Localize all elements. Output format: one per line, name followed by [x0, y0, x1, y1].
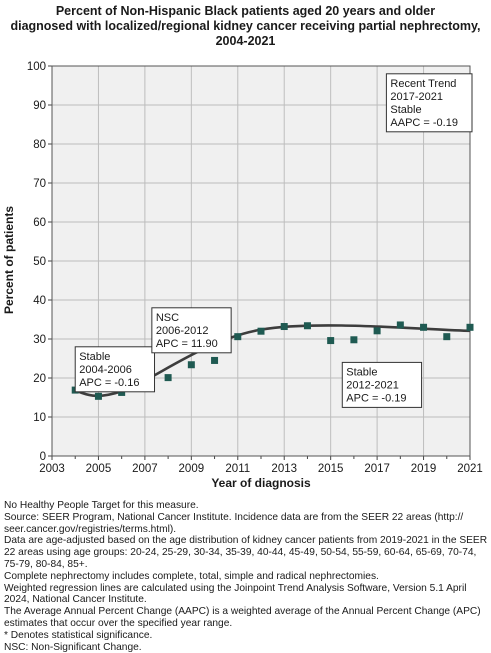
footnotes: No Healthy People Target for this measur… [4, 500, 490, 653]
y-tick-label: 10 [33, 412, 46, 424]
data-point[interactable] [280, 323, 288, 331]
data-point[interactable] [420, 323, 428, 331]
annotation-box [74, 346, 156, 393]
x-tick-label: 2005 [86, 463, 112, 475]
chart-area: 0 10 20 30 40 50 60 70 80 90 100 2003 2005 2007 2009 20… [2, 61, 483, 490]
x-tick-label: 2015 [318, 463, 344, 475]
data-point[interactable] [327, 337, 335, 345]
annotation-box [341, 361, 423, 408]
footnote-line: Source: SEER Program, National Cancer In… [4, 511, 464, 523]
annotation-text: 2017-2021 [390, 91, 443, 103]
chart-title: Percent of Non-Hispanic Black patients a… [10, 4, 481, 48]
footnote-line: 75-79, 80-84, 85+. [4, 558, 88, 570]
footnote-line: seer.cancer.gov/registries/terms.html). [4, 523, 177, 535]
data-point[interactable] [373, 327, 381, 335]
data-point[interactable] [350, 336, 358, 344]
annotation-text: 2012-2021 [346, 379, 399, 391]
x-tick-label: 2007 [132, 463, 158, 475]
footnote-line: Weighted regression lines are calculated… [4, 582, 467, 594]
y-tick-label: 40 [33, 295, 46, 307]
x-tick-label: 2009 [179, 463, 205, 475]
y-tick-label: 50 [33, 256, 46, 268]
x-tick-label: 2021 [457, 463, 483, 475]
x-axis-label: Year of diagnosis [211, 476, 311, 490]
data-point[interactable] [466, 323, 474, 331]
x-tick-label: 2017 [364, 463, 390, 475]
annotation-text: APC = -0.19 [346, 392, 406, 404]
footnote-line: No Healthy People Target for this measur… [4, 500, 199, 511]
footnote-line: Data are age-adjusted based on the age d… [4, 535, 488, 547]
annotation-text: NSC [156, 312, 179, 324]
data-point[interactable] [396, 321, 404, 329]
data-point[interactable] [118, 388, 126, 396]
x-tick-label: 2003 [39, 463, 65, 475]
y-tick-label: 60 [33, 217, 46, 229]
data-point[interactable] [94, 392, 102, 400]
y-tick-label: 100 [27, 61, 46, 73]
data-point[interactable] [443, 333, 451, 341]
footnote-line: 2024, National Cancer Institute. [4, 594, 147, 606]
footnote-line: Complete nephrectomy includes complete, … [4, 570, 379, 582]
y-tick-label: 20 [33, 373, 46, 385]
data-point[interactable] [211, 356, 219, 364]
footnote-line: NSC: Non-Significant Change. [4, 641, 142, 653]
y-tick-label: 90 [33, 100, 46, 112]
footnote-line: 22 areas using age groups: 20-24, 25-29,… [4, 547, 477, 559]
annotation-text: Recent Trend [390, 78, 456, 90]
y-tick-label: 80 [33, 139, 46, 151]
data-point[interactable] [303, 322, 311, 330]
data-point[interactable] [234, 333, 242, 341]
footnote-line: estimates that occur over the specified … [4, 617, 233, 629]
footnote-line: * Denotes statistical significance. [4, 629, 153, 641]
annotation-text: APC = -0.16 [79, 377, 139, 389]
x-tick-label: 2019 [411, 463, 437, 475]
y-tick-label: 30 [33, 334, 46, 346]
plot-frame [51, 65, 471, 457]
annotation-text: Stable [346, 366, 377, 378]
annotation-text: AAPC = -0.19 [390, 117, 458, 129]
annotation-text: Stable [79, 351, 110, 363]
annotation-text: 2006-2012 [156, 325, 209, 337]
data-point[interactable] [187, 361, 195, 369]
annotation-text: APC = 11.90 [156, 338, 218, 350]
annotation-text: 2004-2006 [79, 364, 132, 376]
x-tick-label: 2011 [225, 463, 250, 475]
y-tick-label: 70 [33, 178, 46, 190]
data-point[interactable] [257, 327, 265, 335]
footnote-line: The Average Annual Percent Change (AAPC)… [4, 606, 481, 618]
x-tick-label: 2013 [271, 463, 297, 475]
y-axis-label: Percent of patients [2, 206, 16, 314]
data-point[interactable] [164, 374, 172, 382]
annotation-text: Stable [390, 104, 421, 116]
annotation-box [385, 73, 473, 133]
y-tick-label: 0 [40, 451, 46, 463]
annotation-box [151, 307, 232, 354]
